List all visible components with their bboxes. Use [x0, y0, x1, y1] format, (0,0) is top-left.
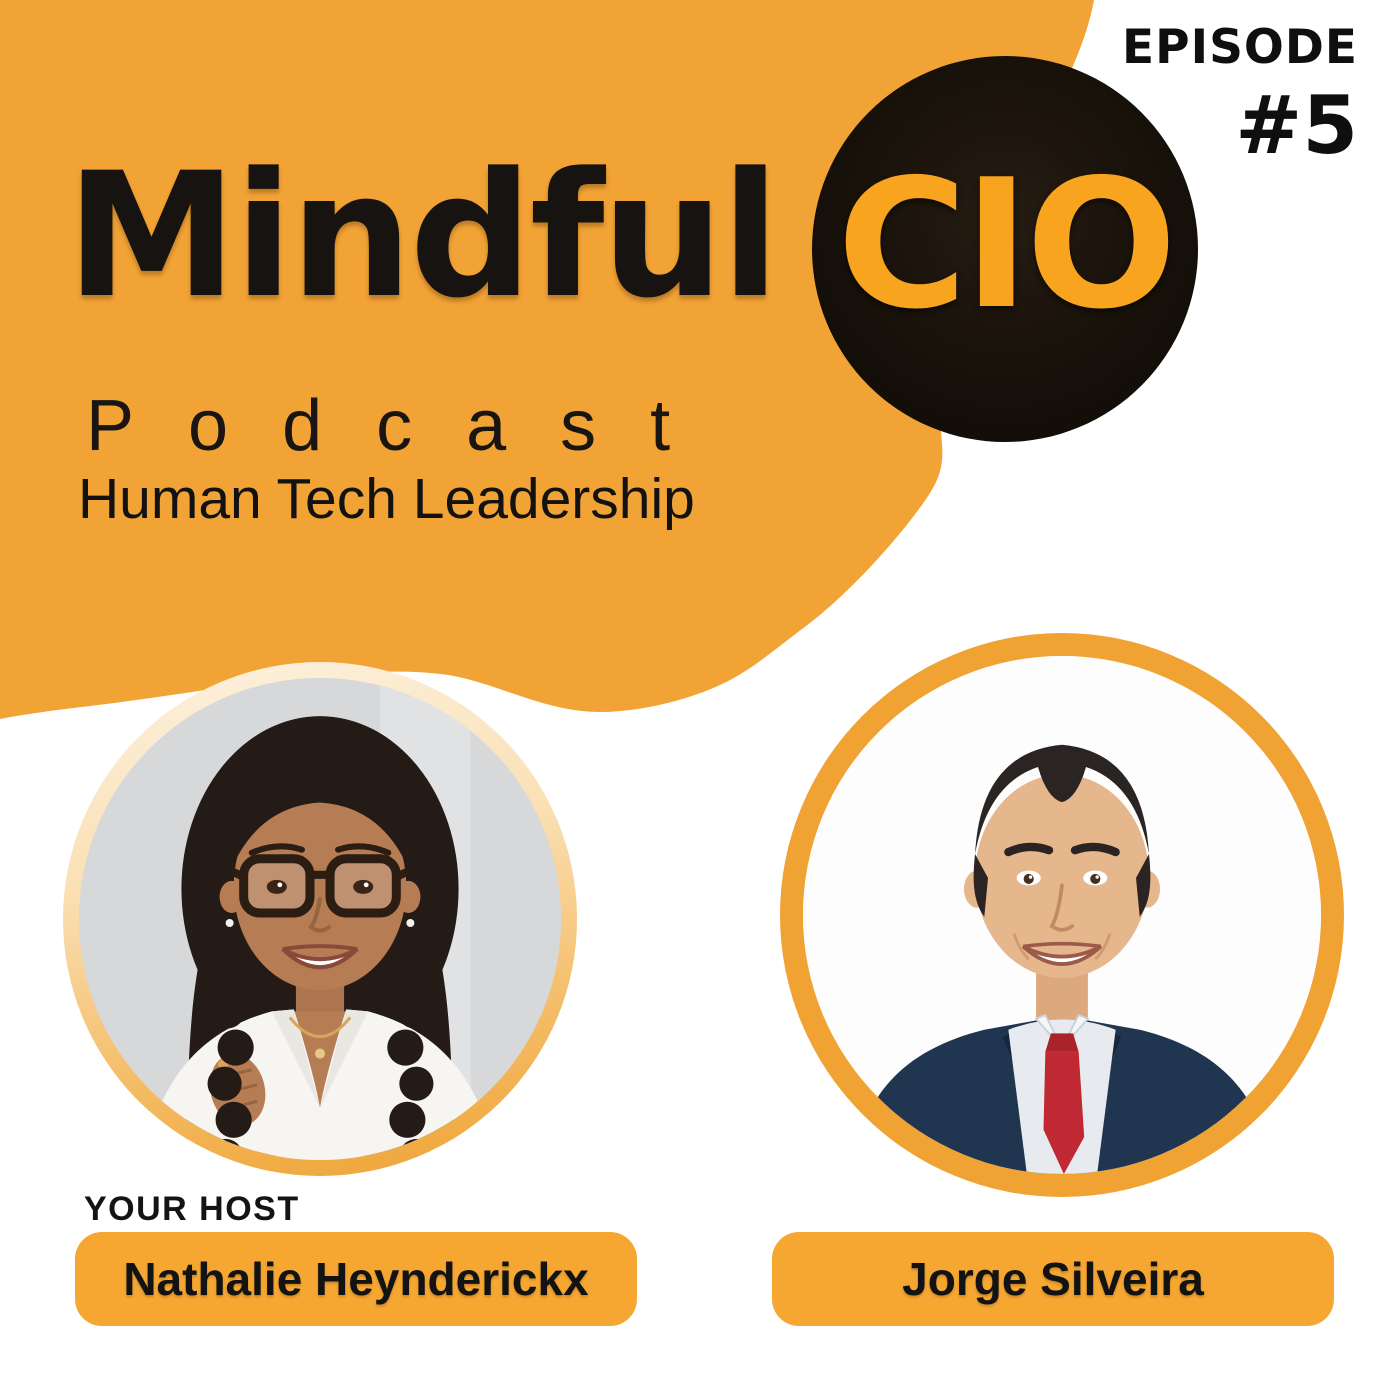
host-label: YOUR HOST [84, 1190, 300, 1228]
host-name-pill: Nathalie Heynderickx [75, 1232, 637, 1326]
guest-portrait [803, 656, 1321, 1174]
tagline: Human Tech Leadership [78, 467, 695, 531]
host-photo-frame [79, 678, 561, 1160]
cio-badge-text: CIO [836, 141, 1177, 348]
episode-label: EPISODE [1122, 20, 1358, 75]
episode-number: #5 [1235, 79, 1358, 172]
guest-photo-frame [803, 656, 1321, 1174]
podcast-subtitle: Podcast [86, 386, 725, 466]
guest-photo [780, 633, 1344, 1197]
guest-name: Jorge Silveira [902, 1253, 1204, 1305]
host-photo [63, 662, 577, 1176]
host-portrait [79, 678, 561, 1160]
host-name: Nathalie Heynderickx [123, 1253, 589, 1305]
cio-badge: CIO [812, 56, 1198, 442]
guest-name-pill: Jorge Silveira [772, 1232, 1334, 1326]
podcast-title: Mindful [66, 135, 780, 336]
